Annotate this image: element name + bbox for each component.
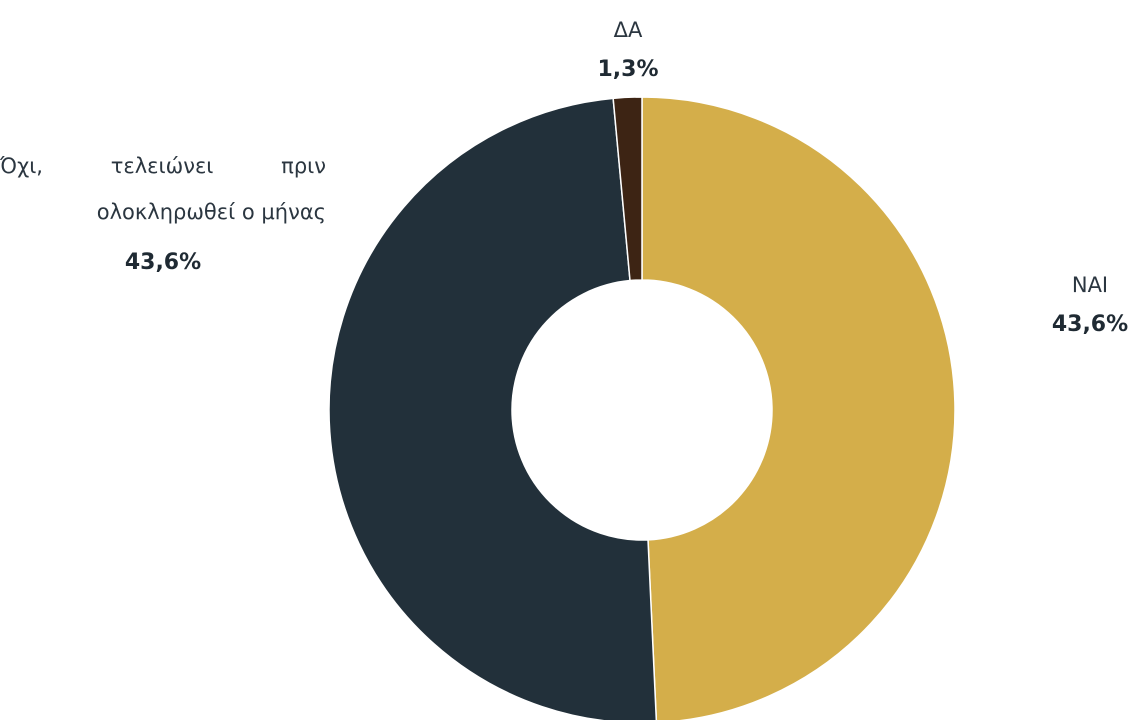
slice <box>612 96 643 282</box>
value-label: 43,6% <box>1051 312 1129 337</box>
label-group: ΔΑ 1,3% <box>568 10 688 90</box>
value-label: 43,6% <box>124 250 202 275</box>
label-group: ΝΑΙ 43,6% <box>1030 265 1134 345</box>
category-label: ΔΑ <box>613 18 643 42</box>
category-label: ΝΑΙ <box>1071 273 1109 297</box>
value-label: 1,3% <box>597 57 659 82</box>
slice <box>641 96 956 720</box>
slice <box>328 97 658 720</box>
label-group: Όχι, τελειώνει πριν ολοκληρωθεί ο μήνας … <box>0 143 326 283</box>
category-label: Όχι, τελειώνει πριν ολοκληρωθεί ο μήνας <box>0 154 326 224</box>
